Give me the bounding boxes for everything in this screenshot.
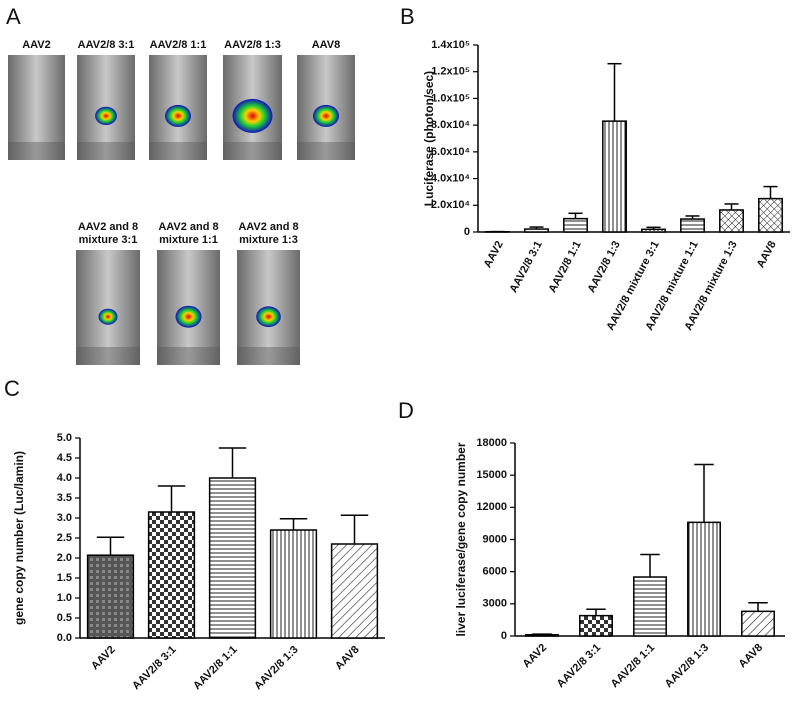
x-tick-label: AAV2/8 3:1 — [508, 239, 545, 295]
image-shadow — [223, 142, 282, 160]
signal-blob — [232, 98, 273, 133]
y-tick-label: 9000 — [483, 533, 507, 545]
image-label: AAV2/8 1:3 — [224, 39, 281, 51]
image-shadow — [297, 142, 355, 160]
y-tick-label: 5.0 — [57, 432, 72, 444]
image-shadow — [157, 347, 220, 365]
x-tick-label: AAV8 — [737, 642, 766, 671]
panel-label: C — [4, 376, 20, 401]
image-label: AAV8 — [312, 39, 341, 51]
y-tick-label: 0.5 — [57, 612, 72, 624]
y-tick-label: 4.0x10⁴ — [431, 172, 470, 184]
y-tick-label: 2.0 — [57, 552, 72, 564]
image-shadow — [77, 142, 135, 160]
bar — [208, 477, 257, 639]
y-axis-title: gene copy number (Luc/lamin) — [12, 451, 26, 625]
bar — [758, 197, 783, 233]
y-axis-title: liver luciferase/gene copy number — [454, 442, 468, 636]
bar — [579, 614, 613, 637]
y-tick-label: 4.5 — [57, 452, 72, 464]
signal-blob — [313, 104, 339, 127]
bar — [269, 529, 318, 639]
y-tick-label: 1.0 — [57, 592, 72, 604]
image-label: mixture 3:1 — [79, 234, 138, 246]
bar — [687, 521, 721, 637]
y-tick-label: 1.0x10⁵ — [431, 92, 470, 104]
signal-blob — [175, 305, 202, 328]
bar — [633, 576, 667, 637]
bar — [680, 218, 705, 233]
y-tick-label: 2.5 — [57, 532, 72, 544]
y-tick-label: 6.0x10⁴ — [431, 146, 470, 158]
panel-label: D — [398, 398, 414, 423]
image-label: mixture 1:3 — [239, 234, 298, 246]
y-tick-label: 15000 — [476, 469, 507, 481]
bar — [524, 228, 549, 233]
y-tick-label: 3.5 — [57, 492, 72, 504]
x-tick-label: AAV8 — [333, 644, 362, 673]
y-tick-label: 18000 — [476, 437, 507, 449]
image-shadow — [8, 142, 65, 160]
image-label: AAV2 and 8 — [238, 221, 298, 233]
x-tick-label: AAV2 — [482, 239, 506, 270]
y-tick-label: 0.0 — [57, 632, 72, 644]
bar — [147, 511, 196, 639]
mouse-image — [76, 250, 140, 365]
y-tick-label: 3.0 — [57, 512, 72, 524]
image-shadow — [149, 142, 207, 160]
x-tick-label: AAV2/8 1:3 — [586, 239, 623, 295]
y-tick-label: 4.0 — [57, 472, 72, 484]
y-tick-label: 1.4x10⁵ — [431, 39, 470, 51]
image-shadow — [237, 347, 300, 365]
y-tick-label: 2.0x10⁴ — [431, 199, 470, 211]
x-tick-label: AAV8 — [755, 239, 779, 270]
image-label: mixture 1:1 — [159, 234, 218, 246]
y-tick-label: 12000 — [476, 501, 507, 513]
x-tick-label: AAV2/8 1:1 — [609, 642, 658, 691]
image-label: AAV2 and 8 — [158, 221, 218, 233]
signal-blob — [165, 104, 191, 127]
y-tick-label: 8.0x10⁴ — [431, 119, 470, 131]
bar — [86, 554, 135, 639]
bar — [719, 209, 744, 233]
y-tick-label: 0 — [501, 630, 507, 642]
x-tick-label: AAV2/8 3:1 — [555, 642, 604, 691]
image-label: AAV2/8 3:1 — [78, 39, 135, 51]
bar — [602, 120, 627, 233]
bar — [741, 610, 775, 637]
panel-label: B — [400, 4, 415, 29]
y-tick-label: 6000 — [483, 566, 507, 578]
y-tick-label: 1.5 — [57, 572, 72, 584]
image-shadow — [76, 347, 140, 365]
bar — [525, 633, 559, 637]
image-label: AAV2 and 8 — [78, 221, 138, 233]
x-tick-label: AAV2/8 1:1 — [547, 239, 584, 295]
y-tick-label: 3000 — [483, 598, 507, 610]
bar — [563, 217, 588, 233]
bar — [330, 543, 379, 639]
x-tick-label: AAV2 — [521, 642, 550, 671]
x-tick-label: AAV2/8 1:3 — [663, 642, 712, 691]
panel-label: A — [6, 4, 21, 29]
y-axis-title: Luciferase (photon/sec) — [422, 71, 436, 206]
image-label: AAV2 — [22, 39, 51, 51]
image-label: AAV2/8 1:1 — [150, 39, 207, 51]
signal-blob — [98, 308, 118, 325]
y-tick-label: 1.2x10⁵ — [431, 66, 470, 78]
bar — [641, 228, 666, 233]
signal-blob — [95, 106, 117, 126]
x-tick-label: AAV2/8 1:3 — [252, 644, 301, 693]
mouse-image — [8, 55, 65, 160]
x-tick-label: AAV2 — [89, 644, 118, 673]
x-tick-label: AAV2/8 3:1 — [130, 644, 179, 693]
y-tick-label: 0 — [464, 226, 470, 238]
signal-blob — [256, 306, 281, 328]
x-tick-label: AAV2/8 1:1 — [191, 644, 240, 693]
